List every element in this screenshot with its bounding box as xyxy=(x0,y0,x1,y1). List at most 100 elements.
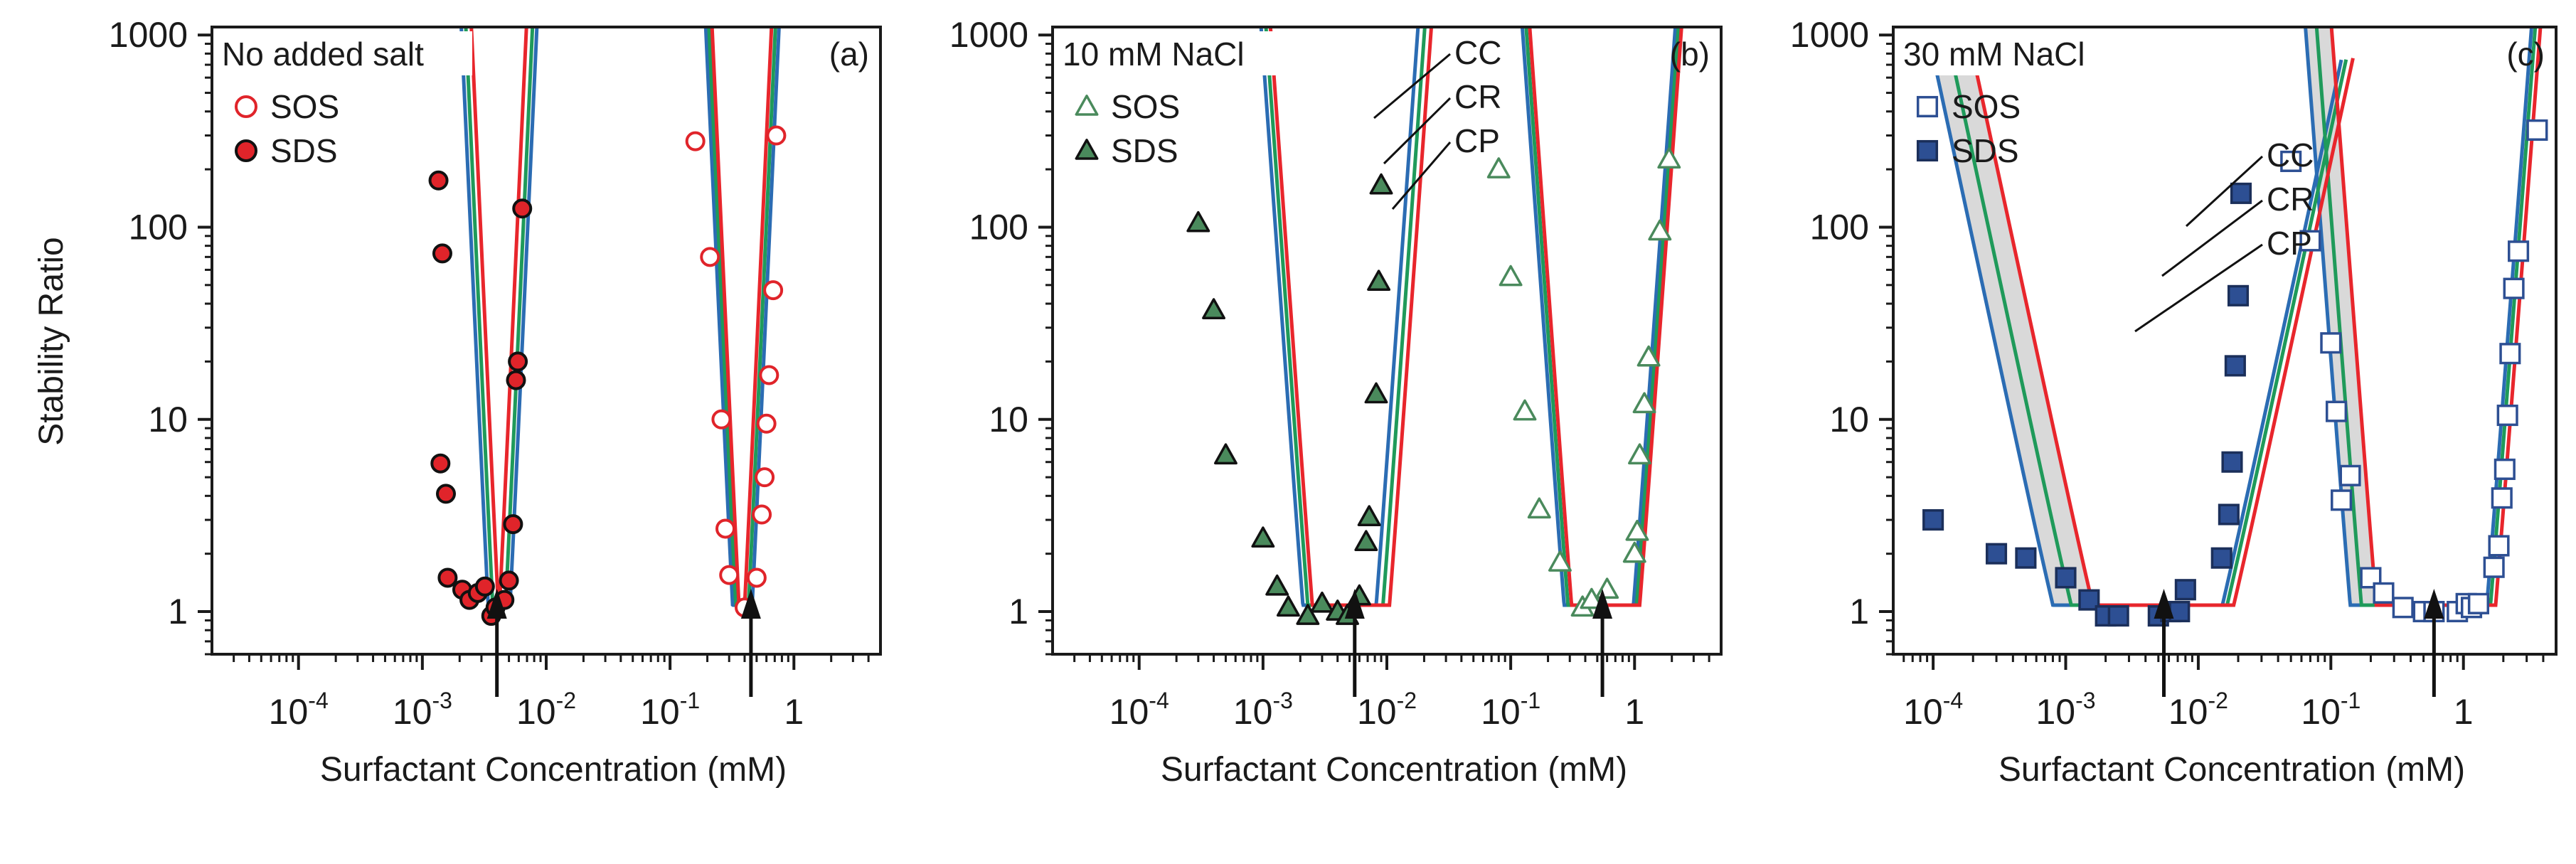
curve-label-cr: CR xyxy=(1454,78,1501,115)
cmc-arrow-head xyxy=(1592,589,1613,619)
curve-leader-cr xyxy=(2161,199,2263,277)
data-point-sos xyxy=(2488,535,2510,557)
plot-area xyxy=(1922,27,2548,627)
data-point-sos xyxy=(1486,157,1511,178)
cmc-arrow-head xyxy=(740,589,761,619)
legend-marker-sos xyxy=(1916,95,1939,118)
data-point-sds xyxy=(1364,382,1388,404)
data-point-sos xyxy=(685,131,706,151)
data-point-sos xyxy=(1527,497,1551,519)
data-point-sds xyxy=(1296,604,1320,625)
model-curve-cp xyxy=(2304,27,2534,607)
data-point-sos xyxy=(2499,343,2521,365)
data-point-sos xyxy=(719,565,740,585)
y-tick-label: 10 xyxy=(1829,400,1869,439)
data-point-sos xyxy=(1622,541,1646,563)
model-curve-cr xyxy=(1264,27,1427,607)
panel-c: 10-4 10-3 10-2 10-1 1 1 10 100 1000 Surfactant Co… xyxy=(1790,15,2558,789)
data-point-sos xyxy=(2373,582,2395,604)
model-curve-cp xyxy=(459,27,539,607)
data-point-sds xyxy=(508,351,528,372)
x-axis-title: Surfactant Concentration (mM) xyxy=(1161,751,1627,789)
data-point-sds xyxy=(436,484,457,504)
legend-label-sos: SOS xyxy=(1952,88,2021,125)
data-point-sos xyxy=(2299,230,2321,252)
model-band xyxy=(2305,27,2424,606)
data-point-sds xyxy=(437,567,458,588)
legend-label-sos: SOS xyxy=(270,88,339,125)
curve-leader-cc xyxy=(1373,53,1451,119)
panel-title: 10 mM NaCl xyxy=(1063,36,1245,73)
panels: 10-4 10-3 10-2 10-1 1 1 10 100 1000 Surfactant Co… xyxy=(109,15,2558,789)
curve-label-cr: CR xyxy=(2267,181,2314,218)
data-point-sos xyxy=(2325,400,2348,422)
x-tick-label: 1 xyxy=(1624,692,1644,732)
data-point-sds xyxy=(2078,589,2100,611)
data-point-sos xyxy=(766,125,787,146)
data-point-sos xyxy=(1628,443,1651,465)
panel-letter: (b) xyxy=(1670,36,1710,73)
curve-label-cc: CC xyxy=(2267,137,2314,174)
data-point-sos xyxy=(756,413,777,434)
data-point-sds xyxy=(430,453,451,474)
curve-leader-cr xyxy=(1383,97,1452,165)
curve-leader-cp xyxy=(2134,243,2263,333)
data-point-sds xyxy=(2224,355,2246,377)
curve-leader-cc xyxy=(2185,155,2264,228)
curve-leader-cp xyxy=(1391,142,1452,210)
data-point-sds xyxy=(428,170,449,191)
plot-area xyxy=(1186,27,1683,625)
data-point-sds xyxy=(1265,574,1289,596)
legend-marker-sds xyxy=(1916,139,1939,162)
x-tick-label: 10-3 xyxy=(393,688,452,732)
data-point-sos xyxy=(752,504,772,525)
panel-title: No added salt xyxy=(222,36,424,73)
data-point-sos xyxy=(1595,577,1619,599)
data-point-sds xyxy=(512,198,533,219)
model-curve-cr xyxy=(707,27,777,607)
data-point-sos xyxy=(2392,597,2414,619)
panel-title: 30 mM NaCl xyxy=(1903,36,2085,73)
cmc-arrow-head xyxy=(2154,589,2174,619)
data-point-sds xyxy=(1922,509,1944,531)
model-curve-cp xyxy=(703,27,781,607)
data-point-sds xyxy=(1276,595,1300,617)
plot-area xyxy=(428,27,787,626)
cmc-arrow-head xyxy=(2424,589,2444,619)
data-point-sos xyxy=(746,567,767,588)
x-tick-label: 10-4 xyxy=(1903,688,1963,732)
cmc-arrow-head xyxy=(486,589,507,619)
y-tick-label: 1000 xyxy=(949,15,1028,55)
x-tick-label: 10-1 xyxy=(640,688,700,732)
title-backdrop xyxy=(1057,31,1313,75)
data-point-sos xyxy=(711,409,732,430)
y-tick-label: 100 xyxy=(129,207,188,247)
legend-label-sds: SDS xyxy=(270,132,338,169)
x-tick-label: 10-3 xyxy=(1233,688,1293,732)
data-point-sos xyxy=(2280,150,2302,172)
x-tick-label: 10-3 xyxy=(2035,688,2095,732)
panel-letter: (c) xyxy=(2506,36,2545,73)
data-point-sds xyxy=(1985,543,2008,565)
y-axis-title: Stability Ratio xyxy=(33,237,70,445)
panel-letter: (a) xyxy=(829,36,869,73)
data-point-sos xyxy=(2339,464,2361,486)
x-tick-label: 10-4 xyxy=(1109,688,1169,732)
curve-label-cp: CP xyxy=(1454,122,1500,159)
data-point-sos xyxy=(700,247,720,267)
x-tick-label: 10-2 xyxy=(516,688,576,732)
title-backdrop xyxy=(1898,31,2154,75)
data-point-sds xyxy=(474,576,495,597)
legend-label-sos: SOS xyxy=(1111,88,1180,125)
y-tick-label: 1000 xyxy=(109,15,188,55)
data-point-sds xyxy=(2168,600,2191,623)
x-tick-label: 1 xyxy=(2454,692,2474,732)
data-point-sos xyxy=(715,518,736,539)
legend-marker-sds xyxy=(1075,139,1099,160)
data-point-sds xyxy=(2221,451,2243,473)
x-axis-title: Surfactant Concentration (mM) xyxy=(1998,751,2465,789)
data-point-sos xyxy=(1499,265,1523,287)
curve-label-cp: CP xyxy=(2267,225,2312,262)
legend-label-sds: SDS xyxy=(1952,132,2019,169)
legend-label-sds: SDS xyxy=(1111,132,1178,169)
